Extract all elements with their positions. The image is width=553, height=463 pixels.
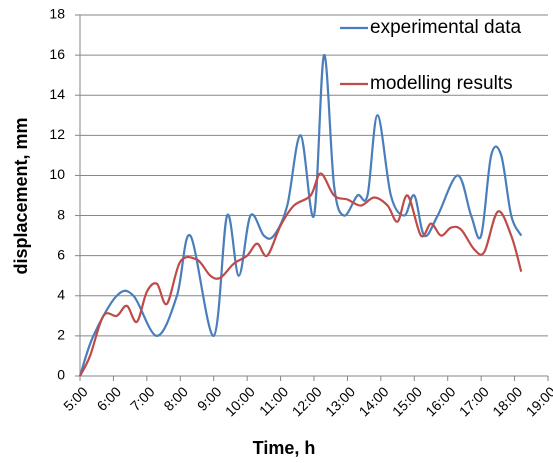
x-tick-label: 12:00 bbox=[289, 383, 325, 419]
x-tick-label: 5:00 bbox=[60, 383, 91, 414]
y-tick-label: 16 bbox=[49, 46, 65, 62]
x-tick-label: 13:00 bbox=[322, 383, 358, 419]
y-axis-label: displacement, mm bbox=[11, 117, 31, 274]
x-tick-label: 9:00 bbox=[194, 383, 225, 414]
x-tick-label: 18:00 bbox=[489, 383, 525, 419]
y-tick-label: 0 bbox=[57, 367, 65, 383]
legend-label: modelling results bbox=[370, 73, 513, 94]
y-tick-label: 4 bbox=[57, 286, 65, 302]
x-tick-label: 10:00 bbox=[222, 383, 258, 419]
data-line bbox=[79, 172, 523, 377]
data-line bbox=[78, 53, 523, 377]
y-tick-label: 10 bbox=[49, 166, 65, 182]
y-tick-label: 18 bbox=[49, 6, 65, 22]
y-tick-label: 12 bbox=[49, 126, 65, 142]
x-tick-label: 8:00 bbox=[160, 383, 191, 414]
x-tick-label: 11:00 bbox=[256, 383, 292, 419]
legend-label: experimental data bbox=[370, 17, 521, 38]
x-tick-label: 17:00 bbox=[456, 383, 492, 419]
x-tick-label: 15:00 bbox=[389, 383, 425, 419]
x-tick-label: 6:00 bbox=[94, 383, 125, 414]
x-tick-label: 14:00 bbox=[356, 383, 392, 419]
y-tick-label: 8 bbox=[57, 206, 65, 222]
x-tick-label: 7:00 bbox=[127, 383, 158, 414]
x-axis-label: Time, h bbox=[253, 438, 316, 458]
x-tick-label: 16:00 bbox=[422, 383, 458, 419]
y-tick-label: 14 bbox=[49, 86, 65, 102]
x-tick-label: 19:00 bbox=[523, 383, 553, 419]
y-tick-label: 2 bbox=[57, 327, 65, 343]
y-tick-label: 6 bbox=[57, 246, 65, 262]
